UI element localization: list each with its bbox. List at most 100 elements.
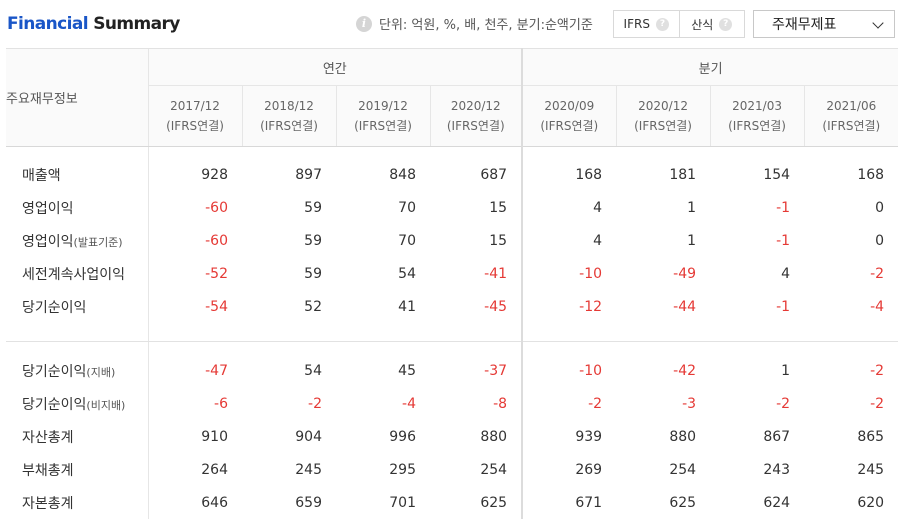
value-cell: 996 [336, 420, 430, 453]
value-cell: 897 [242, 158, 336, 191]
value-cell: -10 [522, 257, 616, 290]
value-cell: 70 [336, 224, 430, 257]
formula-label: 산식 [691, 16, 713, 33]
period-date: 2021/06 [826, 99, 876, 113]
period-basis: (IFRS연결) [260, 119, 318, 133]
row-label-text: 매출액 [22, 168, 61, 184]
value-cell: -4 [804, 290, 898, 323]
value-cell: -52 [148, 257, 242, 290]
row-label[interactable]: 영업이익 [6, 191, 148, 224]
ifrs-label: IFRS [624, 17, 650, 31]
value-cell: 0 [804, 191, 898, 224]
row-label[interactable]: 당기순이익 [6, 290, 148, 323]
value-cell: -41 [430, 257, 522, 290]
info-icon[interactable]: i [356, 16, 372, 32]
value-cell: 4 [522, 191, 616, 224]
period-date: 2021/03 [732, 99, 782, 113]
ifrs-option[interactable]: IFRS ? [614, 11, 679, 37]
period-header[interactable]: 2017/12(IFRS연결) [148, 86, 242, 147]
period-header[interactable]: 2021/03(IFRS연결) [710, 86, 804, 147]
unit-note: i 단위: 억원, %, 배, 천주, 분기:순액기준 [356, 14, 593, 33]
value-cell: 59 [242, 224, 336, 257]
value-cell: -2 [710, 387, 804, 420]
period-basis: (IFRS연결) [634, 119, 692, 133]
value-cell: 928 [148, 158, 242, 191]
period-header[interactable]: 2018/12(IFRS연결) [242, 86, 336, 147]
value-cell: -8 [430, 387, 522, 420]
value-cell: -49 [616, 257, 710, 290]
row-label[interactable]: 세전계속사업이익 [6, 257, 148, 290]
row-label[interactable]: 부채총계 [6, 453, 148, 486]
row-header: 주요재무정보 [6, 49, 148, 147]
value-cell: 865 [804, 420, 898, 453]
value-cell: -4 [336, 387, 430, 420]
value-cell: 154 [710, 158, 804, 191]
ifrs-help-icon[interactable]: ? [656, 18, 669, 31]
annual-group-header: 연간 [148, 49, 522, 86]
row-label-text: 영업이익 [22, 234, 74, 250]
value-cell: 41 [336, 290, 430, 323]
row-label-text: 부채총계 [22, 463, 74, 479]
formula-help-icon[interactable]: ? [719, 18, 732, 31]
period-header[interactable]: 2021/06 (IFRS연결) [804, 86, 898, 147]
row-label-text: 당기순이익 [22, 300, 86, 316]
value-cell: -1 [710, 224, 804, 257]
row-label-suffix: (지배) [86, 366, 115, 379]
period-basis: (IFRS연결) [540, 119, 598, 133]
value-cell: 848 [336, 158, 430, 191]
period-basis: (IFRS연결) [822, 119, 880, 133]
value-cell: -60 [148, 191, 242, 224]
period-basis: (IFRS연결) [354, 119, 412, 133]
row-label[interactable]: 당기순이익(지배) [6, 354, 148, 387]
value-cell: -2 [522, 387, 616, 420]
value-cell: -3 [616, 387, 710, 420]
value-cell: -45 [430, 290, 522, 323]
value-cell: 910 [148, 420, 242, 453]
value-cell: 254 [430, 453, 522, 486]
quarter-group-header: 분기 [522, 49, 898, 86]
table-row: 당기순이익(비지배)-6-2-4-8-2-3-2-2 [6, 387, 898, 420]
value-cell: -42 [616, 354, 710, 387]
period-date: 2020/09 [544, 99, 594, 113]
row-label[interactable]: 당기순이익(비지배) [6, 387, 148, 420]
value-cell: 4 [522, 224, 616, 257]
value-cell: -10 [522, 354, 616, 387]
row-label[interactable]: 자산총계 [6, 420, 148, 453]
row-label[interactable]: 자본총계 [6, 486, 148, 519]
value-cell: 904 [242, 420, 336, 453]
section-title: Financial Summary [7, 14, 180, 34]
row-label[interactable]: 매출액 [6, 158, 148, 191]
formula-option[interactable]: 산식 ? [679, 11, 745, 37]
period-header[interactable]: 2020/12(IFRS연결) [430, 86, 522, 147]
value-cell: 181 [616, 158, 710, 191]
row-label-text: 당기순이익 [22, 364, 86, 380]
period-date: 2020/12 [451, 99, 501, 113]
value-cell: 625 [430, 486, 522, 519]
period-header[interactable]: 2020/09 (IFRS연결) [522, 86, 616, 147]
value-cell: 295 [336, 453, 430, 486]
value-cell: -2 [804, 387, 898, 420]
title-part-summary: Summary [88, 14, 180, 34]
row-label[interactable]: 영업이익(발표기준) [6, 224, 148, 257]
value-cell: 59 [242, 257, 336, 290]
value-cell: 54 [336, 257, 430, 290]
value-cell: -60 [148, 224, 242, 257]
financial-summary-table: 주요재무정보 연간 분기 2017/12(IFRS연결) 2018/12(IFR… [6, 48, 898, 519]
period-header[interactable]: 2020/12(IFRS연결) [616, 86, 710, 147]
statement-select[interactable]: 주재무제표 [753, 10, 895, 38]
period-date: 2017/12 [170, 99, 220, 113]
value-cell: 646 [148, 486, 242, 519]
period-header[interactable]: 2019/12(IFRS연결) [336, 86, 430, 147]
value-cell: -44 [616, 290, 710, 323]
value-cell: 625 [616, 486, 710, 519]
value-cell: 254 [616, 453, 710, 486]
